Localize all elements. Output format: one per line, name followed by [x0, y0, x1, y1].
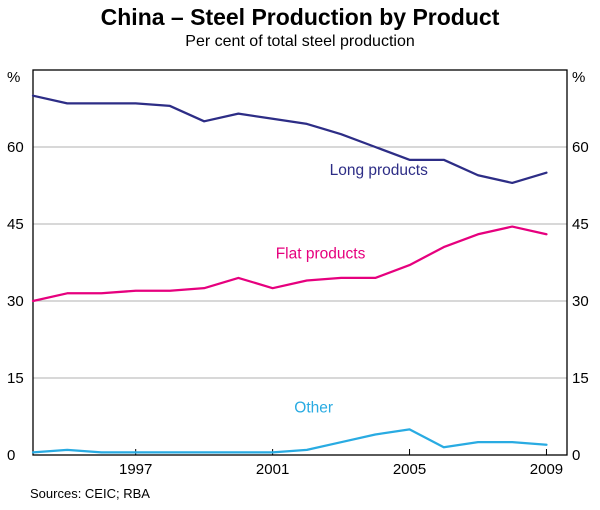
- chart-title: China – Steel Production by Product: [100, 4, 500, 30]
- series-line-long-products: [31, 94, 548, 185]
- source-note: Sources: CEIC; RBA: [30, 486, 150, 501]
- x-tick-label: 2009: [530, 461, 563, 478]
- y-tick-label-right: 30: [572, 293, 589, 310]
- plot-border: [32, 69, 568, 456]
- series-line-flat-products: [31, 225, 548, 303]
- chart-subtitle: Per cent of total steel production: [185, 33, 415, 50]
- series-label-long-products: Long products: [330, 162, 428, 179]
- y-axis-unit-right: %: [572, 69, 585, 86]
- x-tick-label: 1997: [119, 461, 152, 478]
- y-tick-label-right: 60: [572, 139, 589, 156]
- y-tick-label-left: 45: [7, 216, 24, 233]
- y-tick-label-right: 15: [572, 370, 589, 387]
- x-tick-label: 2001: [256, 461, 289, 478]
- y-tick-label-left: 30: [7, 293, 24, 310]
- x-tick-label: 2005: [393, 461, 426, 478]
- y-tick-label-left: 15: [7, 370, 24, 387]
- y-tick-label-left: 60: [7, 139, 24, 156]
- y-tick-label-right: 0: [572, 447, 580, 464]
- y-tick-label-left: 0: [7, 447, 15, 464]
- y-tick-label-right: 45: [572, 216, 589, 233]
- series-line-other: [31, 428, 548, 454]
- series-label-flat-products: Flat products: [276, 245, 366, 262]
- series-label-other: Other: [294, 399, 333, 416]
- y-axis-unit-left: %: [7, 69, 20, 86]
